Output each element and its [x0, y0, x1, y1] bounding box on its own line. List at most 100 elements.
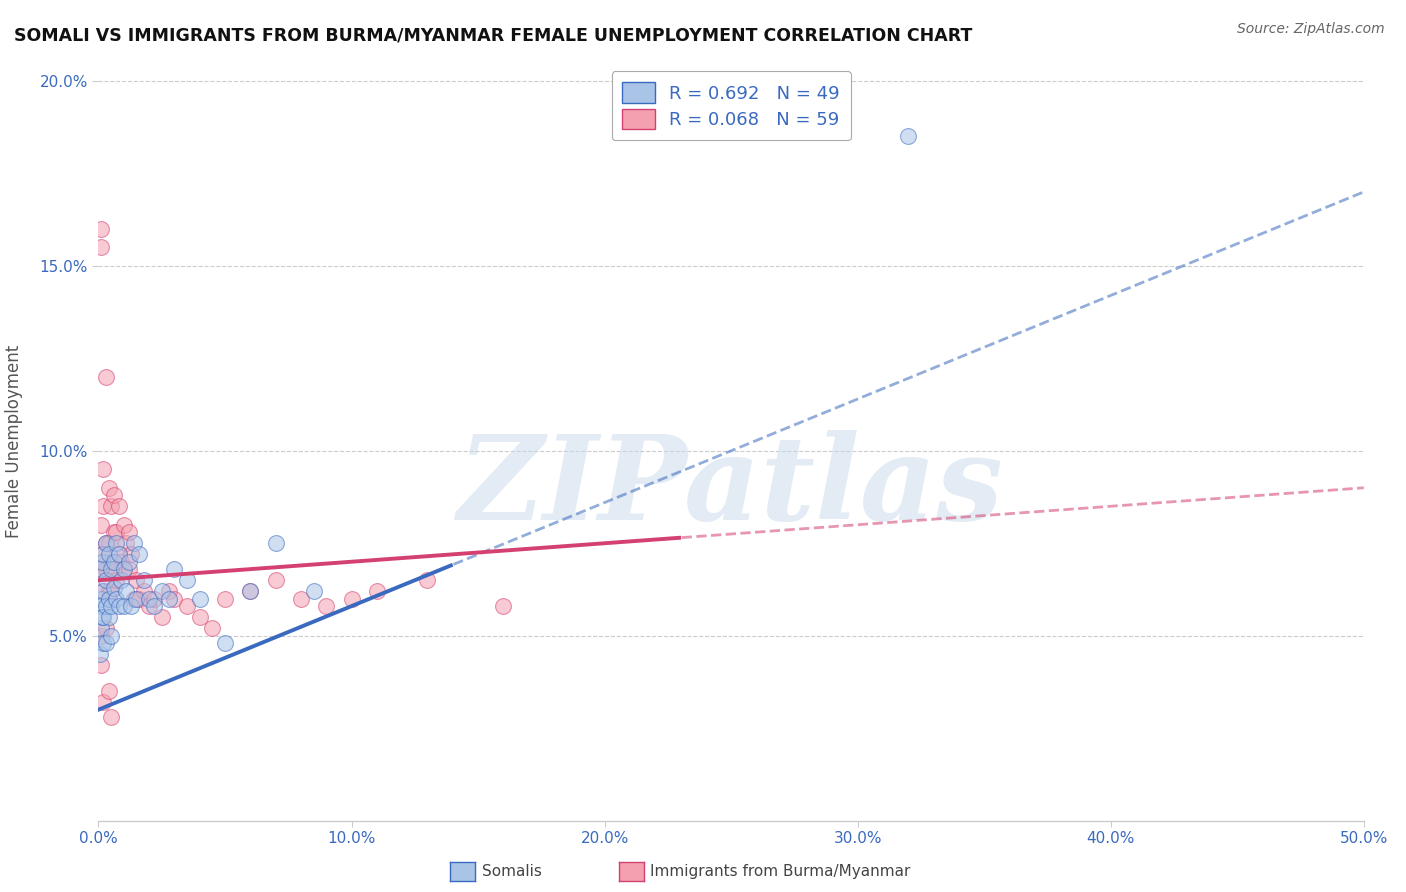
Point [90, 517, 112, 532]
Point [107, 500, 129, 514]
Point [97, 684, 120, 698]
Point [340, 591, 363, 606]
Point [115, 536, 138, 550]
Point [150, 610, 173, 624]
Point [93, 547, 115, 561]
Point [93, 610, 115, 624]
Point [94, 536, 117, 550]
Point [89, 647, 111, 661]
Point [90, 629, 112, 643]
Point [100, 584, 122, 599]
Point [290, 591, 312, 606]
Point [122, 591, 145, 606]
Point [112, 562, 135, 576]
Point [157, 584, 180, 599]
Point [97, 547, 120, 561]
Point [132, 573, 155, 587]
Point [120, 599, 142, 614]
Point [90, 562, 112, 576]
Point [105, 573, 128, 587]
Point [122, 536, 145, 550]
Point [239, 584, 262, 599]
Point [97, 481, 120, 495]
Text: Somalis: Somalis [482, 864, 543, 879]
Point [110, 573, 132, 587]
Point [100, 629, 122, 643]
Point [90, 621, 112, 635]
Point [97, 610, 120, 624]
Point [100, 555, 122, 569]
Point [118, 562, 141, 576]
Point [103, 562, 125, 576]
Point [128, 591, 150, 606]
Point [91, 610, 114, 624]
Point [100, 562, 122, 576]
Point [89, 562, 111, 576]
Point [91, 555, 114, 569]
Point [188, 591, 211, 606]
Point [150, 584, 173, 599]
Point [94, 369, 117, 384]
Point [120, 547, 142, 561]
Point [138, 591, 160, 606]
Point [100, 500, 122, 514]
Point [214, 591, 236, 606]
Point [107, 547, 129, 561]
Point [97, 536, 120, 550]
Point [93, 636, 115, 650]
Point [105, 525, 128, 540]
Point [93, 584, 115, 599]
Point [90, 547, 112, 561]
Point [125, 573, 148, 587]
Point [94, 562, 117, 576]
Point [107, 599, 129, 614]
Point [94, 599, 117, 614]
Point [302, 584, 325, 599]
Text: SOMALI VS IMMIGRANTS FROM BURMA/MYANMAR FEMALE UNEMPLOYMENT CORRELATION CHART: SOMALI VS IMMIGRANTS FROM BURMA/MYANMAR … [14, 27, 973, 45]
Point [93, 555, 115, 569]
Point [315, 599, 337, 614]
Point [103, 488, 125, 502]
Point [93, 462, 115, 476]
Point [157, 591, 180, 606]
Point [110, 555, 132, 569]
Point [176, 599, 198, 614]
Point [125, 591, 148, 606]
Point [163, 591, 186, 606]
Point [143, 591, 166, 606]
Point [100, 710, 122, 724]
Point [188, 610, 211, 624]
Point [103, 555, 125, 569]
Point [163, 562, 186, 576]
Point [112, 599, 135, 614]
Point [264, 573, 287, 587]
Point [132, 584, 155, 599]
Point [100, 599, 122, 614]
Text: ZIPatlas: ZIPatlas [458, 430, 1004, 544]
Legend: R = 0.692   N = 49, R = 0.068   N = 59: R = 0.692 N = 49, R = 0.068 N = 59 [612, 71, 851, 140]
Point [90, 240, 112, 254]
Point [128, 547, 150, 561]
Point [94, 621, 117, 635]
Point [93, 500, 115, 514]
Point [94, 636, 117, 650]
Point [897, 129, 920, 144]
Point [118, 555, 141, 569]
Point [492, 599, 515, 614]
Point [138, 599, 160, 614]
Point [93, 695, 115, 709]
Point [97, 591, 120, 606]
Point [239, 584, 262, 599]
Point [90, 658, 112, 673]
Point [366, 584, 388, 599]
Point [103, 581, 125, 595]
Point [115, 584, 138, 599]
Point [264, 536, 287, 550]
Point [112, 517, 135, 532]
Point [94, 536, 117, 550]
Point [118, 525, 141, 540]
Point [143, 599, 166, 614]
Point [90, 222, 112, 236]
Point [416, 573, 439, 587]
Point [97, 584, 120, 599]
